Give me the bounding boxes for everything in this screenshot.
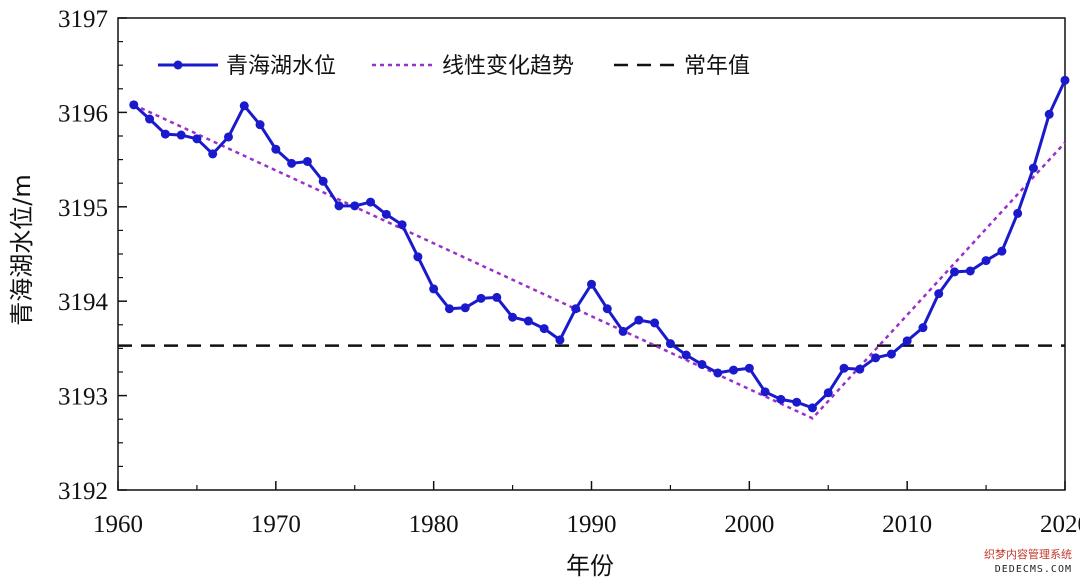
water-level-point: [902, 336, 912, 346]
water-level-point: [318, 176, 328, 186]
water-level-point: [602, 304, 612, 314]
water-level-point: [792, 397, 802, 407]
water-level-point: [950, 267, 960, 277]
water-level-point: [839, 363, 849, 373]
water-level-point: [381, 209, 391, 219]
water-level-point: [807, 403, 817, 413]
water-level-point: [350, 201, 360, 211]
water-level-point: [697, 359, 707, 369]
water-level-point: [444, 304, 454, 314]
water-level-point: [539, 324, 549, 334]
water-level-point: [965, 266, 975, 276]
water-level-point: [302, 156, 312, 166]
water-level-point: [176, 130, 186, 140]
water-level-point: [918, 323, 928, 333]
water-level-series: [129, 75, 1070, 413]
water-level-point: [618, 326, 628, 336]
water-level-point: [1060, 75, 1070, 85]
legend-label-trend: 线性变化趋势: [442, 54, 574, 79]
water-level-point: [571, 304, 581, 314]
water-level-point: [492, 292, 502, 302]
water-level-point: [192, 134, 202, 144]
water-level-point: [681, 350, 691, 360]
x-tick-label: 1970: [251, 511, 301, 538]
water-level-point: [429, 284, 439, 294]
water-level-point: [823, 388, 833, 398]
water-level-point: [223, 132, 233, 142]
watermark-line1: 织梦内容管理系统: [984, 547, 1072, 561]
legend: 青海湖水位 线性变化趋势 常年值: [158, 54, 750, 79]
water-level-point: [366, 197, 376, 207]
water-level-point: [886, 349, 896, 359]
water-level-point: [1044, 109, 1054, 119]
water-level-point: [997, 246, 1007, 256]
axes: 3192 3193 3194 3195 3196 3197 1960 1970 1980 1990…: [58, 6, 1080, 538]
water-level-point: [1013, 208, 1023, 218]
y-tick-label: 3194: [58, 289, 109, 316]
water-level-point: [160, 129, 170, 139]
water-level-point: [713, 368, 723, 378]
water-level-point: [255, 120, 265, 130]
water-level-point: [239, 101, 249, 111]
water-level-point: [413, 252, 423, 262]
water-level-point: [334, 201, 344, 211]
water-level-point: [555, 335, 565, 345]
linear-trend-line: [133, 103, 1066, 420]
water-level-point: [729, 365, 739, 375]
water-level-point: [934, 289, 944, 299]
water-level-point: [981, 256, 991, 266]
water-level-point: [744, 363, 754, 373]
water-level-point: [665, 339, 675, 349]
x-axis-title: 年份: [566, 552, 614, 580]
water-level-point: [129, 100, 139, 110]
water-level-point: [460, 303, 470, 313]
x-tick-label: 2000: [724, 511, 774, 538]
y-tick-label: 3195: [58, 195, 108, 222]
water-level-point: [145, 114, 155, 124]
water-level-point: [650, 318, 660, 328]
x-tick-label: 1980: [409, 511, 459, 538]
water-level-point: [508, 312, 518, 322]
legend-label-average: 常年值: [684, 54, 750, 79]
water-level-point: [523, 316, 533, 326]
x-tick-label: 1960: [93, 511, 143, 538]
legend-label-water-level: 青海湖水位: [226, 54, 336, 79]
y-tick-label: 3193: [58, 384, 108, 411]
water-level-point: [871, 353, 881, 363]
water-level-point: [397, 220, 407, 230]
water-level-point: [587, 279, 596, 289]
y-tick-label: 3192: [58, 478, 108, 505]
watermark-line2: DEDECMS.COM: [995, 564, 1072, 575]
water-level-line: [132, 79, 1067, 410]
y-axis-title: 青海湖水位/m: [8, 174, 36, 325]
water-level-point: [634, 315, 644, 325]
x-tick-label: 2010: [882, 511, 932, 538]
water-level-point: [476, 293, 486, 303]
legend-marker-water-level: [173, 60, 183, 70]
water-level-point: [208, 149, 218, 159]
y-tick-label: 3197: [58, 6, 108, 33]
water-level-point: [287, 158, 297, 168]
water-level-point: [776, 394, 786, 404]
water-level-point: [271, 144, 281, 154]
trend-line-layer: [133, 103, 1066, 420]
y-tick-label: 3196: [58, 100, 108, 127]
water-level-point: [760, 387, 770, 397]
water-level-point: [855, 364, 865, 374]
x-tick-label: 1990: [567, 511, 617, 538]
x-tick-label: 2020: [1040, 511, 1080, 538]
plot-frame: [117, 17, 1066, 491]
water-level-point: [1028, 163, 1038, 173]
